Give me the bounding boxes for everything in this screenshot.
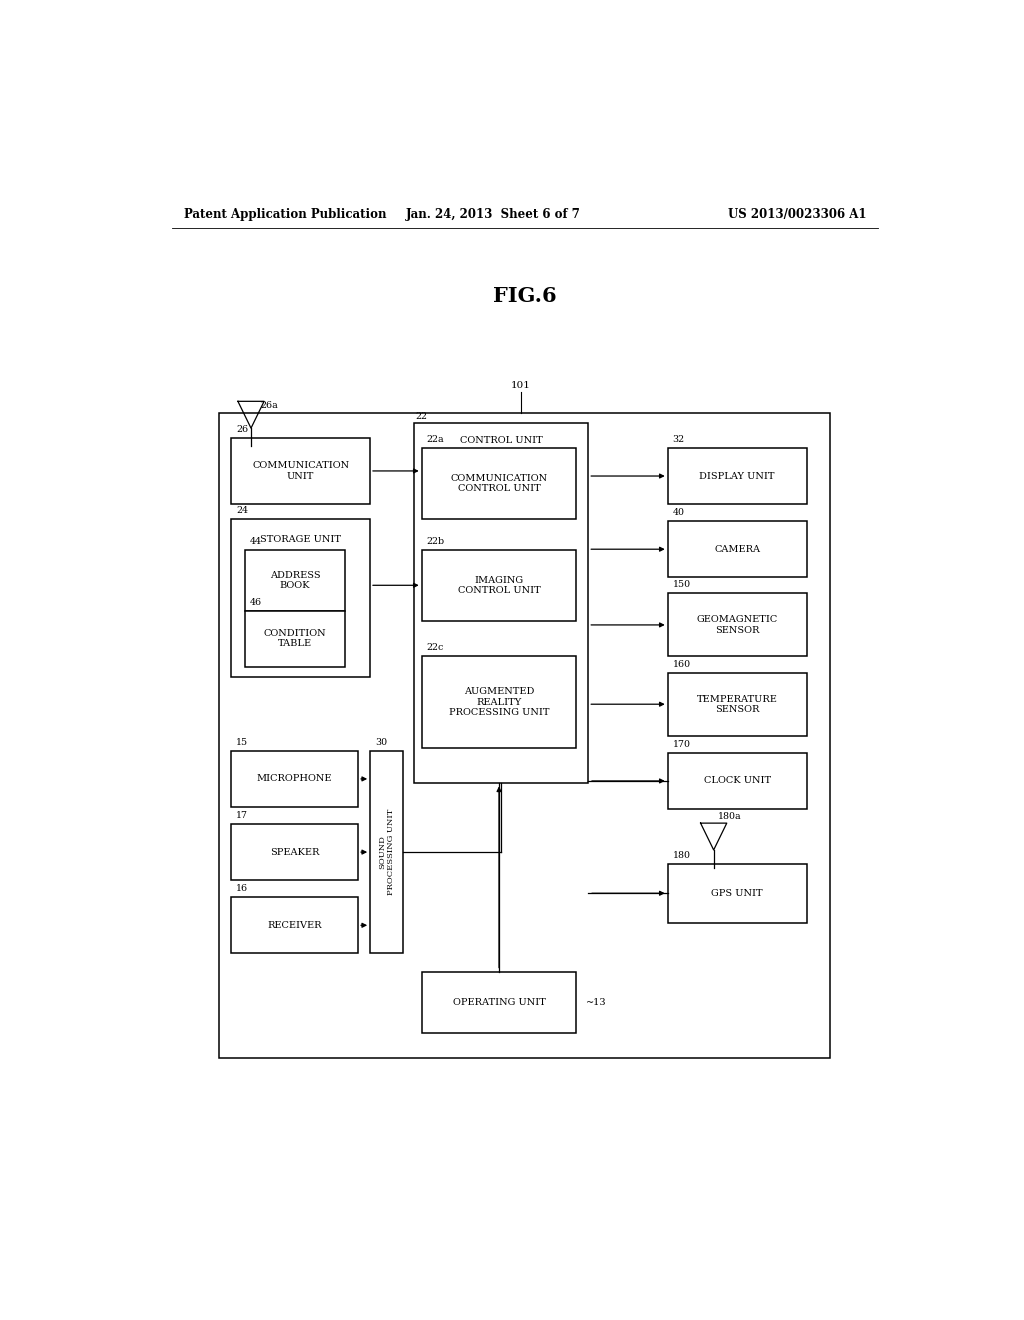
Bar	[231, 519, 370, 677]
Text: GPS UNIT: GPS UNIT	[712, 888, 763, 898]
Text: COMMUNICATION
CONTROL UNIT: COMMUNICATION CONTROL UNIT	[451, 474, 548, 494]
Bar	[246, 611, 345, 667]
Text: US 2013/0023306 A1: US 2013/0023306 A1	[727, 207, 866, 220]
Text: SOUND
PROCESSING UNIT: SOUND PROCESSING UNIT	[378, 809, 395, 895]
Text: 17: 17	[236, 810, 248, 820]
Text: 101: 101	[511, 381, 530, 391]
Bar	[422, 549, 577, 620]
Text: 22: 22	[416, 412, 427, 421]
Text: 16: 16	[236, 884, 248, 894]
Bar	[668, 594, 807, 656]
Text: 170: 170	[673, 741, 690, 748]
Text: GEOMAGNETIC
SENSOR: GEOMAGNETIC SENSOR	[696, 615, 777, 635]
Text: TEMPERATURE
SENSOR: TEMPERATURE SENSOR	[696, 694, 777, 714]
Text: 160: 160	[673, 660, 690, 669]
Text: STORAGE UNIT: STORAGE UNIT	[260, 535, 341, 544]
Text: 26: 26	[236, 425, 248, 434]
Text: CONTROL UNIT: CONTROL UNIT	[460, 437, 543, 445]
Text: 15: 15	[236, 738, 248, 747]
Bar	[231, 751, 358, 807]
Bar	[231, 898, 358, 953]
Bar	[668, 447, 807, 504]
Bar	[231, 824, 358, 880]
Bar	[422, 447, 577, 519]
Text: 22b: 22b	[426, 537, 444, 545]
Text: 180: 180	[673, 850, 690, 859]
Text: AUGMENTED
REALITY
PROCESSING UNIT: AUGMENTED REALITY PROCESSING UNIT	[449, 688, 549, 717]
Text: ADDRESS
BOOK: ADDRESS BOOK	[269, 570, 321, 590]
Text: RECEIVER: RECEIVER	[267, 921, 322, 929]
Text: CONDITION
TABLE: CONDITION TABLE	[264, 628, 327, 648]
Text: 150: 150	[673, 581, 690, 589]
Bar	[219, 413, 830, 1057]
Text: ~13: ~13	[586, 998, 606, 1007]
Bar	[668, 521, 807, 577]
Bar	[370, 751, 403, 953]
Bar	[422, 656, 577, 748]
Text: IMAGING
CONTROL UNIT: IMAGING CONTROL UNIT	[458, 576, 541, 595]
Text: 32: 32	[673, 436, 684, 444]
Text: SPEAKER: SPEAKER	[270, 847, 319, 857]
Text: COMMUNICATION
UNIT: COMMUNICATION UNIT	[252, 461, 349, 480]
Text: MICROPHONE: MICROPHONE	[257, 775, 333, 783]
Text: Patent Application Publication: Patent Application Publication	[183, 207, 386, 220]
Text: 24: 24	[236, 506, 248, 515]
Text: 40: 40	[673, 508, 684, 517]
Text: CAMERA: CAMERA	[714, 545, 760, 553]
Bar	[414, 422, 588, 784]
Text: 44: 44	[250, 537, 262, 545]
Text: 30: 30	[375, 738, 387, 747]
Text: 22a: 22a	[426, 436, 444, 444]
Bar	[668, 863, 807, 923]
Bar	[668, 752, 807, 809]
Text: FIG.6: FIG.6	[493, 285, 557, 306]
Text: CLOCK UNIT: CLOCK UNIT	[703, 776, 771, 785]
Text: OPERATING UNIT: OPERATING UNIT	[453, 998, 546, 1007]
Text: 26a: 26a	[260, 401, 279, 411]
Text: Jan. 24, 2013  Sheet 6 of 7: Jan. 24, 2013 Sheet 6 of 7	[406, 207, 581, 220]
Text: DISPLAY UNIT: DISPLAY UNIT	[699, 471, 775, 480]
Text: 22c: 22c	[426, 643, 443, 652]
Bar	[231, 438, 370, 504]
Bar	[246, 549, 345, 611]
Bar	[422, 972, 577, 1032]
Text: 46: 46	[250, 598, 262, 607]
Bar	[668, 673, 807, 735]
Text: 180a: 180a	[718, 812, 741, 821]
